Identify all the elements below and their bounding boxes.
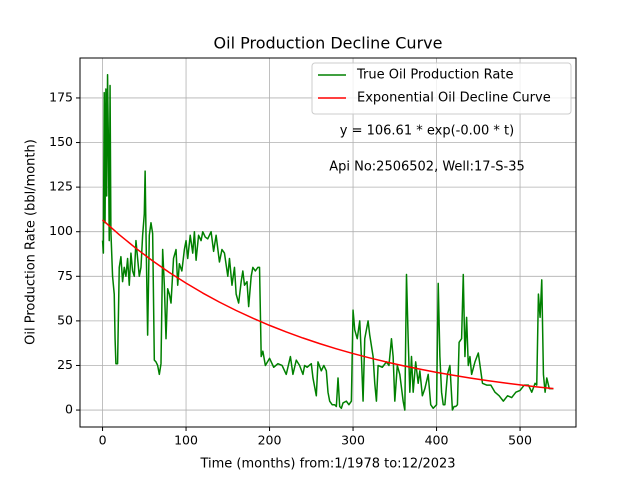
legend-label: Exponential Oil Decline Curve <box>357 91 551 106</box>
y-tick-label: 75 <box>57 268 73 283</box>
y-tick-label: 150 <box>49 134 73 149</box>
x-tick-label: 0 <box>99 433 107 448</box>
y-tick-label: 0 <box>65 402 73 417</box>
axes-frame <box>79 57 577 428</box>
x-tick-label: 500 <box>508 433 532 448</box>
y-axis-label: Oil Production Rate (bbl/month) <box>24 139 39 345</box>
series-line <box>101 74 554 411</box>
x-tick-label: 400 <box>425 433 449 448</box>
equation: y = 106.61 * exp(-0.00 * t) <box>340 124 514 139</box>
x-tick-label: 100 <box>174 433 198 448</box>
y-tick-label: 100 <box>49 223 73 238</box>
y-tick-label: 125 <box>49 179 73 194</box>
series-line <box>102 219 554 390</box>
legend-box <box>311 62 572 115</box>
chart-title: Oil Production Decline Curve <box>214 34 443 53</box>
legend: True Oil Production Rate Exponential Oil … <box>311 62 572 115</box>
y-tick-label: 50 <box>57 312 73 327</box>
x-tick-label: 300 <box>341 433 365 448</box>
legend-label: True Oil Production Rate <box>356 68 513 83</box>
well-info: Api No:2506502, Well:17-S-35 <box>329 160 525 175</box>
plot-area <box>101 74 554 411</box>
x-axis-label: Time (months) from:1/1978 to:12/2023 <box>199 457 455 472</box>
y-tick-label: 25 <box>57 357 73 372</box>
y-tick-label: 175 <box>49 89 73 104</box>
x-tick-label: 200 <box>258 433 282 448</box>
